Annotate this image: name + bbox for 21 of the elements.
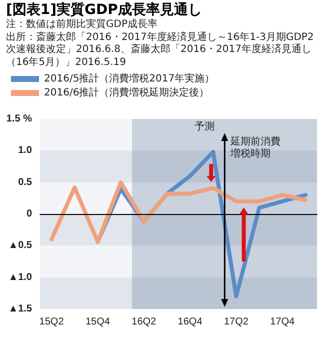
y-tick-label: ▲1.5 bbox=[8, 304, 32, 314]
legend-label: 2016/5推計（消費増税2017年実施） bbox=[44, 72, 215, 84]
y-tick-label: 0 bbox=[26, 208, 32, 220]
x-tick-label: 17Q4 bbox=[270, 316, 296, 328]
text: 出所：斎藤太郎「2016・2017年度経済見通し～16年1-3月期GDP2次速報後改定」2016.6.8、斎藤太郎「2016・2017年度経済見通し（16年5月）」2016.5.19 bbox=[6, 32, 315, 69]
y-tick-label: 0.5 bbox=[18, 176, 32, 188]
y-tick-label: ▲1.0 bbox=[8, 272, 32, 283]
x-tick-label: 15Q2 bbox=[39, 316, 64, 328]
x-tick-label: 17Q2 bbox=[224, 316, 249, 328]
y-tick-label: 1.0 bbox=[18, 145, 32, 156]
annotation: 延期前消費増税時期 bbox=[230, 136, 281, 160]
x-tick-label: 16Q4 bbox=[178, 316, 203, 328]
x-tick-label: 15Q4 bbox=[85, 316, 110, 328]
y-tick-label: 1.5 % bbox=[6, 114, 32, 124]
chart-subtitle: 注：数値は前期比実質GDP成長率 bbox=[6, 19, 158, 32]
x-tick-label: 16Q2 bbox=[132, 316, 157, 328]
chart-title: [図表1]実質GDP成長率見通し bbox=[6, 2, 203, 18]
line-series bbox=[50, 180, 308, 244]
annotation: 予測 bbox=[194, 120, 215, 132]
legend-label: 2016/6推計（消費増税延期決定後） bbox=[44, 86, 210, 98]
y-tick-label: ▲0.5 bbox=[8, 240, 32, 252]
